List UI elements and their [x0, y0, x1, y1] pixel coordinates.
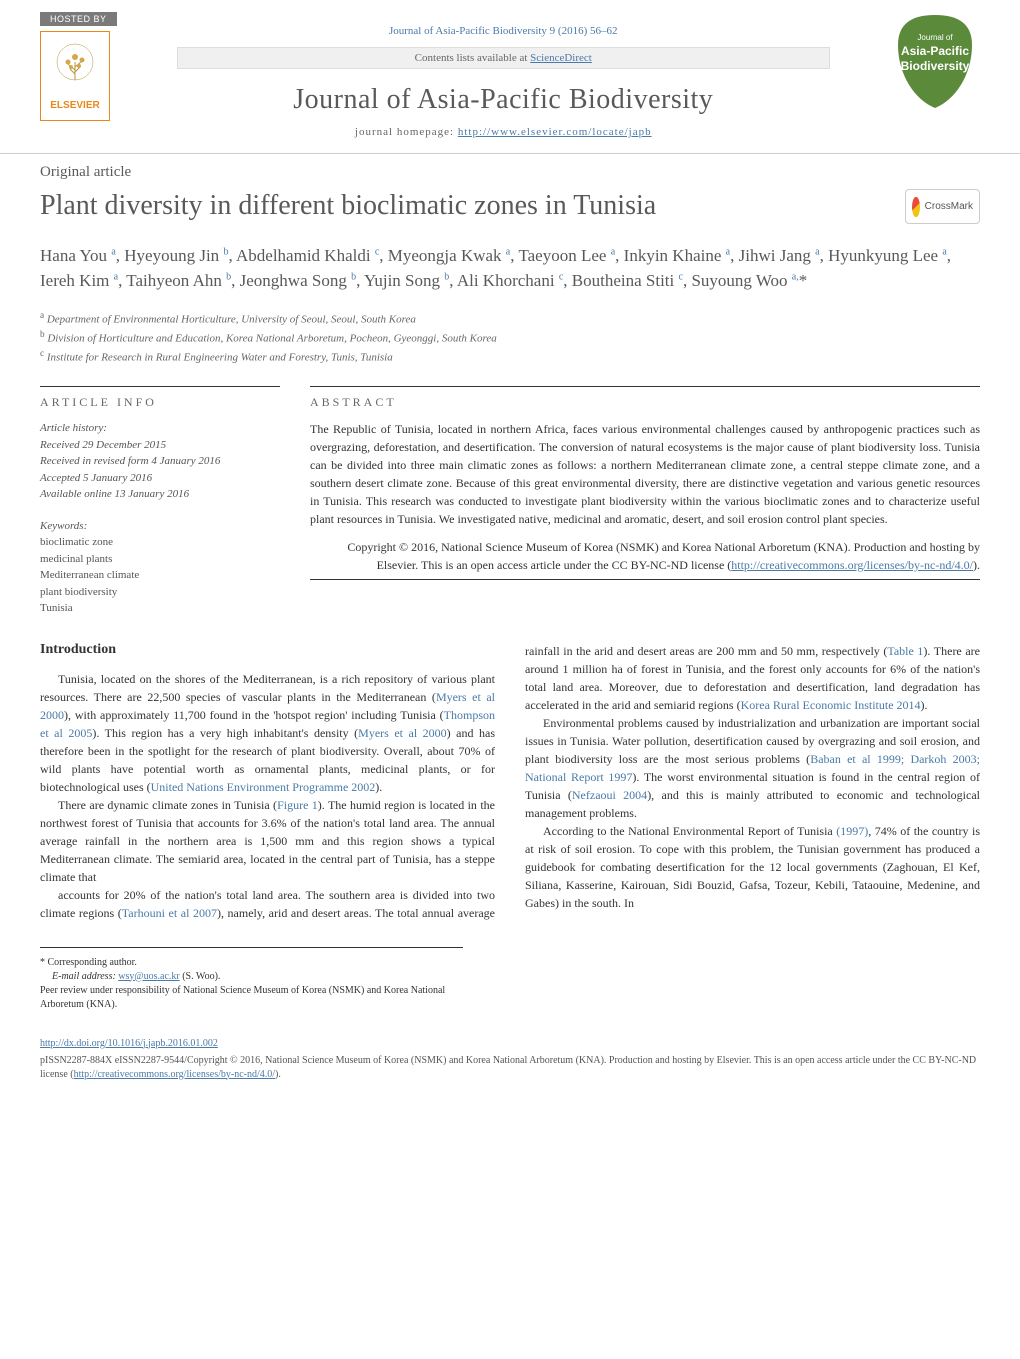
article-type: Original article — [40, 164, 980, 181]
hosted-by-badge: HOSTED BY — [40, 12, 117, 26]
homepage-prefix: journal homepage: — [355, 126, 458, 138]
footnote-block: * Corresponding author. E-mail address: … — [40, 947, 463, 1012]
header-bar: HOSTED BY ELSEVIER Journal of Asia-Pacif… — [0, 0, 1020, 154]
article-info-label: ARTICLE INFO — [40, 386, 280, 410]
intro-paragraph: There are dynamic climate zones in Tunis… — [40, 796, 495, 886]
divider — [310, 579, 980, 580]
journal-header-center: Journal of Asia-Pacific Biodiversity 9 (… — [117, 10, 890, 148]
journal-reference[interactable]: Journal of Asia-Pacific Biodiversity 9 (… — [117, 10, 890, 37]
affiliation-c: c Institute for Research in Rural Engine… — [40, 347, 980, 366]
affiliation-b: b Division of Horticulture and Education… — [40, 328, 980, 347]
intro-paragraph: Tunisia, located on the shores of the Me… — [40, 670, 495, 796]
elsevier-logo[interactable]: ELSEVIER — [40, 31, 110, 121]
publisher-block: HOSTED BY ELSEVIER — [40, 10, 117, 121]
journal-main-title: Journal of Asia-Pacific Biodiversity — [177, 84, 830, 116]
citation-link[interactable]: Tarhouni et al 2007 — [122, 906, 217, 920]
info-abstract-row: ARTICLE INFO Article history: Received 2… — [40, 386, 980, 617]
elsevier-text: ELSEVIER — [50, 100, 99, 111]
keyword: Mediterranean climate — [40, 567, 280, 584]
citation-link[interactable]: Myers et al 2000 — [358, 726, 447, 740]
keywords-block: Keywords: bioclimatic zone medicinal pla… — [40, 518, 280, 617]
peer-review-note: Peer review under responsibility of Nati… — [40, 984, 463, 1012]
keywords-label: Keywords: — [40, 518, 280, 535]
crossmark-label: CrossMark — [925, 201, 973, 212]
journal-title-block: Journal of Asia-Pacific Biodiversity — [177, 69, 830, 126]
keyword: bioclimatic zone — [40, 534, 280, 551]
online-date: Available online 13 January 2016 — [40, 486, 280, 503]
authors-list: Hana You a, Hyeyoung Jin b, Abdelhamid K… — [40, 243, 980, 294]
homepage-link[interactable]: http://www.elsevier.com/locate/japb — [458, 126, 652, 138]
article-title: Plant diversity in different bioclimatic… — [40, 189, 656, 223]
sciencedirect-bar: Contents lists available at ScienceDirec… — [177, 47, 830, 69]
citation-link[interactable]: Nefzaoui 2004 — [572, 788, 647, 802]
crossmark-icon — [912, 197, 920, 217]
keyword: plant biodiversity — [40, 584, 280, 601]
accepted-date: Accepted 5 January 2016 — [40, 470, 280, 487]
citation-link[interactable]: (1997) — [836, 824, 868, 838]
sciencedirect-link[interactable]: ScienceDirect — [530, 52, 592, 64]
page-footer: http://dx.doi.org/10.1016/j.japb.2016.01… — [0, 1022, 1020, 1097]
abstract-text: The Republic of Tunisia, located in nort… — [310, 420, 980, 528]
copyright-link[interactable]: http://creativecommons.org/licenses/by-n… — [731, 558, 973, 572]
affiliation-a: a Department of Environmental Horticultu… — [40, 309, 980, 328]
sciencedirect-prefix: Contents lists available at — [415, 52, 530, 64]
intro-paragraph: Environmental problems caused by industr… — [525, 714, 980, 822]
journal-homepage: journal homepage: http://www.elsevier.co… — [177, 126, 830, 148]
shield-icon: Journal of Asia-Pacific Biodiversity — [890, 10, 980, 110]
keyword: medicinal plants — [40, 551, 280, 568]
issn-copyright: pISSN2287-884X eISSN2287-9544/Copyright … — [40, 1054, 980, 1082]
introduction-section: Introduction Tunisia, located on the sho… — [40, 642, 980, 922]
article-history: Article history: Received 29 December 20… — [40, 420, 280, 503]
email-line: E-mail address: wsy@uos.ac.kr (S. Woo). — [40, 970, 463, 984]
abstract-column: ABSTRACT The Republic of Tunisia, locate… — [310, 386, 980, 617]
revised-date: Received in revised form 4 January 2016 — [40, 453, 280, 470]
svg-text:Biodiversity: Biodiversity — [901, 59, 970, 73]
affiliations: a Department of Environmental Horticultu… — [40, 309, 980, 366]
introduction-heading: Introduction — [40, 642, 495, 658]
svg-text:Asia-Pacific: Asia-Pacific — [901, 44, 969, 58]
received-date: Received 29 December 2015 — [40, 437, 280, 454]
license-link[interactable]: http://creativecommons.org/licenses/by-n… — [74, 1069, 275, 1080]
table-link[interactable]: Table 1 — [887, 644, 923, 658]
article-content: Original article Plant diversity in diff… — [0, 154, 1020, 1022]
intro-paragraph: According to the National Environmental … — [525, 822, 980, 912]
email-link[interactable]: wsy@uos.ac.kr — [118, 971, 179, 982]
corresponding-author: * Corresponding author. — [40, 956, 463, 970]
citation-link[interactable]: Korea Rural Economic Institute 2014 — [741, 698, 921, 712]
abstract-copyright: Copyright © 2016, National Science Museu… — [310, 538, 980, 574]
crossmark-badge[interactable]: CrossMark — [905, 189, 980, 224]
article-info-column: ARTICLE INFO Article history: Received 2… — [40, 386, 280, 617]
doi-link[interactable]: http://dx.doi.org/10.1016/j.japb.2016.01… — [40, 1037, 980, 1051]
journal-shield-logo[interactable]: Journal of Asia-Pacific Biodiversity — [890, 10, 980, 114]
abstract-label: ABSTRACT — [310, 386, 980, 410]
elsevier-tree-icon — [50, 42, 100, 97]
history-label: Article history: — [40, 420, 280, 437]
figure-link[interactable]: Figure 1 — [277, 798, 318, 812]
copyright-suffix: ). — [973, 558, 980, 572]
svg-text:Journal of: Journal of — [917, 33, 953, 42]
keyword: Tunisia — [40, 600, 280, 617]
citation-link[interactable]: United Nations Environment Programme 200… — [151, 780, 376, 794]
